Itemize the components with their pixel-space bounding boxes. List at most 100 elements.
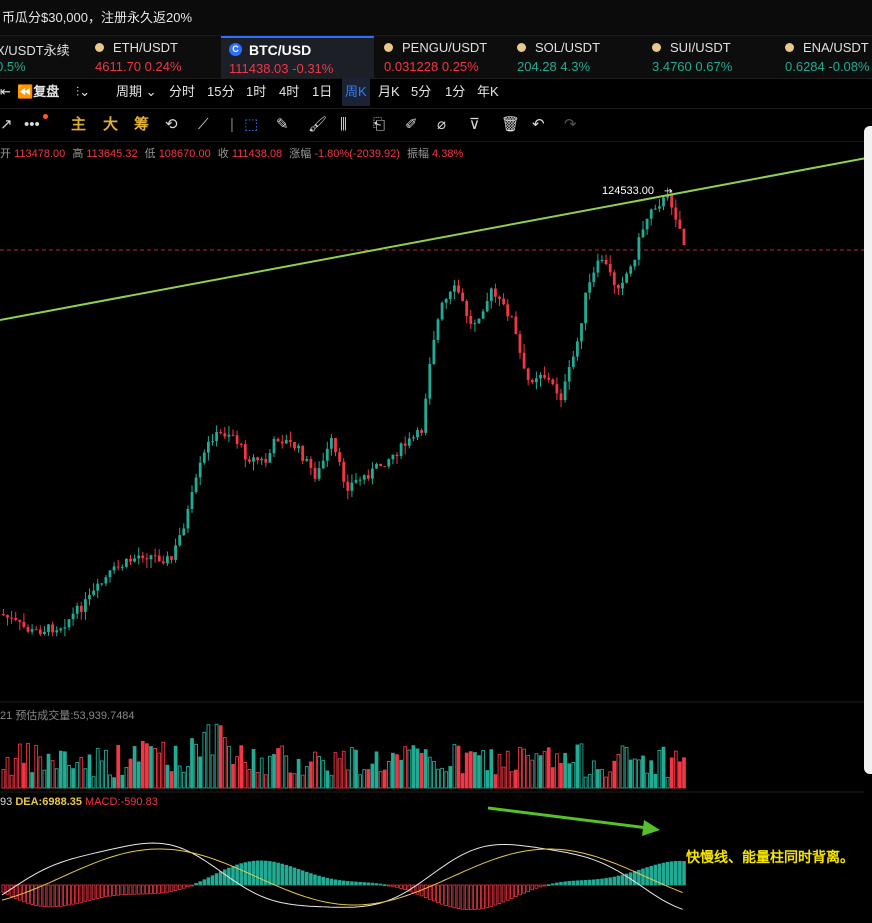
candle bbox=[354, 480, 358, 483]
candle bbox=[469, 316, 473, 324]
interval-15m[interactable]: 15分 bbox=[207, 84, 235, 99]
interval-4h[interactable]: 4时 bbox=[279, 84, 300, 99]
ticker-tab-ena[interactable]: ENA/USDT 0.6284 -0.08% bbox=[785, 36, 872, 78]
interval-1h[interactable]: 1时 bbox=[246, 84, 267, 99]
macd-bar bbox=[243, 862, 248, 886]
macd-bar bbox=[177, 884, 182, 890]
volume-bar bbox=[370, 763, 375, 789]
candle bbox=[563, 381, 567, 401]
candle bbox=[584, 292, 587, 324]
macd-bar bbox=[395, 884, 399, 888]
macd-bar bbox=[231, 866, 235, 886]
volume-bar bbox=[227, 745, 231, 789]
macd-bar bbox=[202, 879, 207, 886]
interval-month[interactable]: 月K bbox=[378, 84, 400, 99]
candle bbox=[157, 555, 161, 562]
dif-value: 93 bbox=[0, 796, 13, 808]
trash-icon[interactable]: 🗑 bbox=[501, 116, 521, 133]
candle bbox=[325, 448, 329, 461]
ticker-tab-eth[interactable]: ETH/USDT 4611.70 0.24% bbox=[95, 36, 215, 78]
macd-bar bbox=[206, 877, 211, 886]
volume-bar bbox=[296, 758, 301, 789]
brush-icon[interactable]: 🖌 bbox=[308, 116, 328, 133]
chart-type-dropdown[interactable]: ⫶⌄ bbox=[76, 84, 91, 99]
volume-bar bbox=[157, 752, 162, 789]
volume-bar bbox=[673, 750, 678, 789]
ticker-tab-perp[interactable]: X/USDT永续 0.5% bbox=[0, 36, 84, 78]
candle bbox=[79, 605, 83, 612]
ticker-tab-sui[interactable]: SUI/USDT 3.4760 0.67% bbox=[652, 36, 767, 78]
amplitude-value: 4.38% bbox=[432, 148, 464, 160]
macd-bar bbox=[304, 871, 309, 886]
volume-bar bbox=[464, 752, 469, 789]
macd-bar bbox=[292, 867, 297, 886]
select-tool-icon[interactable]: ⬚ bbox=[244, 116, 259, 133]
interval-fenshi[interactable]: 分时 bbox=[169, 84, 196, 99]
main-indicator-button[interactable]: 主 bbox=[71, 116, 87, 133]
clipboard-icon[interactable]: ⎗ bbox=[373, 116, 386, 133]
big-order-button[interactable]: 大 bbox=[103, 116, 119, 133]
interval-1d[interactable]: 1日 bbox=[312, 84, 333, 99]
pencil-icon[interactable]: ✎ bbox=[276, 116, 289, 133]
volume-bar bbox=[104, 749, 108, 789]
macd-bar bbox=[120, 884, 125, 896]
ruler-icon[interactable]: ⟋ bbox=[198, 116, 209, 133]
candle bbox=[63, 627, 67, 629]
interval-week[interactable]: 周K bbox=[342, 78, 370, 106]
collapse-icon[interactable]: ⇤ bbox=[0, 84, 11, 99]
macd-bar bbox=[497, 884, 502, 904]
macd-bar bbox=[370, 882, 375, 886]
price-chart[interactable]: 124533.00 → bbox=[0, 142, 872, 923]
more-icon[interactable]: ••• bbox=[24, 116, 40, 133]
close-value: 111438.08 bbox=[231, 148, 283, 160]
candle bbox=[612, 272, 616, 286]
macd-bar bbox=[46, 884, 51, 908]
candle-icon[interactable]: ⫼ bbox=[340, 116, 347, 133]
sync-icon[interactable]: ⟲ bbox=[165, 116, 178, 133]
macd-bar bbox=[579, 880, 584, 886]
note-icon[interactable]: ✐ bbox=[405, 116, 418, 133]
candle bbox=[153, 555, 157, 557]
replay-button[interactable]: ⏪复盘 bbox=[17, 84, 60, 99]
macd-bar bbox=[309, 873, 313, 886]
candle bbox=[301, 445, 305, 461]
ticker-name: SUI/USDT bbox=[670, 40, 731, 55]
chip-distribution-button[interactable]: 筹 bbox=[134, 116, 150, 133]
ticker-tab-sol[interactable]: SOL/USDT 204.28 4.3% bbox=[517, 36, 637, 78]
redo-icon[interactable]: ↷ bbox=[564, 116, 577, 133]
volume-bar bbox=[206, 724, 211, 789]
volume-bar bbox=[247, 769, 252, 789]
filter-icon[interactable]: ⊽ bbox=[469, 116, 480, 133]
side-panel-handle[interactable] bbox=[864, 126, 872, 774]
candle bbox=[84, 599, 87, 612]
interval-year[interactable]: 年K bbox=[477, 84, 499, 99]
magnet-icon[interactable]: ⌀ bbox=[437, 116, 447, 133]
trend-line-icon[interactable]: ↗ bbox=[0, 116, 13, 133]
candle bbox=[658, 206, 661, 209]
undo-icon[interactable]: ↶ bbox=[532, 116, 545, 133]
high-arrow-icon: → bbox=[664, 186, 672, 197]
macd-bar bbox=[432, 884, 436, 902]
volume-bar bbox=[87, 754, 92, 789]
volume-bar bbox=[444, 771, 449, 789]
volume-bar bbox=[579, 743, 584, 789]
volume-bar bbox=[497, 754, 502, 789]
drawing-toolbar: ↗ ••• 主 大 筹 ⟲ ⟋ | ⬚ ✎ 🖌 ⫼ ⎗ ✐ ⌀ ⊽ 🗑 ↶ ↷ bbox=[0, 108, 872, 142]
volume-bar bbox=[132, 746, 137, 789]
interval-5m[interactable]: 5分 bbox=[411, 84, 432, 99]
volume-bar bbox=[177, 765, 182, 789]
macd-bar bbox=[518, 884, 522, 896]
candle bbox=[362, 475, 366, 480]
period-dropdown[interactable]: 周期 ⌄ bbox=[116, 84, 157, 99]
volume-bar bbox=[427, 756, 432, 789]
change-label: 涨幅 bbox=[289, 148, 312, 160]
ticker-tab-btc[interactable]: C BTC/USD 111438.03 -0.31% bbox=[221, 36, 374, 78]
macd-bar bbox=[1, 884, 6, 893]
volume-bar bbox=[542, 751, 547, 789]
ticker-tab-pengu[interactable]: PENGU/USDT 0.031228 0.25% bbox=[384, 36, 504, 78]
interval-1m[interactable]: 1分 bbox=[445, 84, 466, 99]
trend-line[interactable] bbox=[0, 156, 872, 321]
volume-bar bbox=[313, 751, 317, 789]
candle bbox=[14, 617, 18, 620]
promo-banner[interactable]: 币瓜分$30,000，注册永久返20% bbox=[0, 0, 872, 36]
